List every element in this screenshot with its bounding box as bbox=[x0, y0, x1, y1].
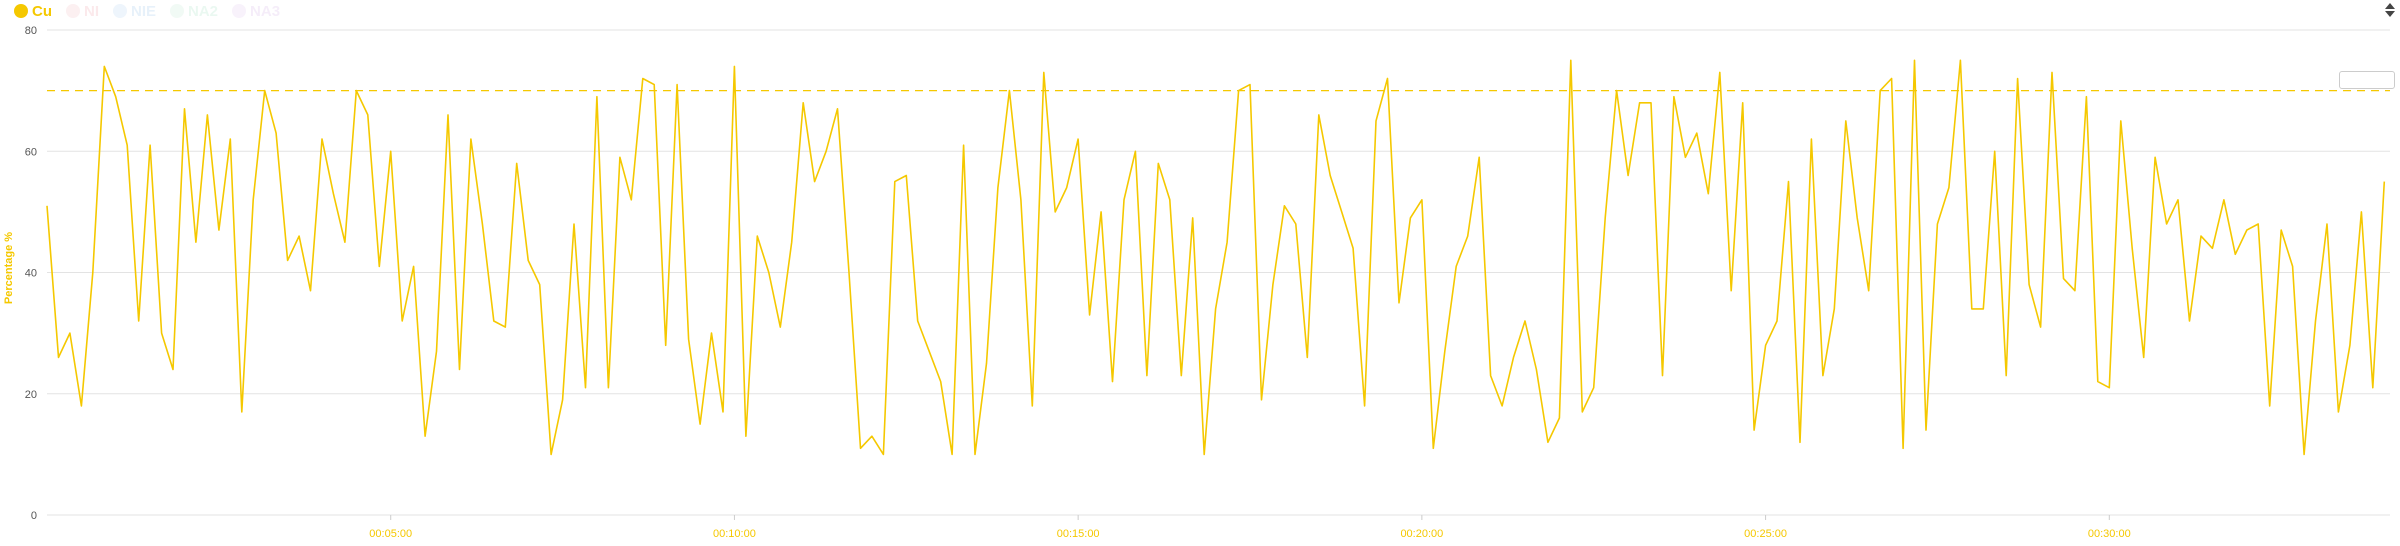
y-axis-ticks: 0 20 40 60 80 bbox=[25, 25, 37, 522]
series-line-cu bbox=[47, 60, 2384, 454]
x-tick-label: 00:20:00 bbox=[1400, 528, 1443, 540]
y-axis-label: Percentage % bbox=[3, 232, 15, 304]
x-axis-ticks: 00:05:00 00:10:00 00:15:00 00:20:00 00:25:00… bbox=[369, 515, 2130, 540]
y-tick-label: 0 bbox=[31, 510, 37, 522]
y-tick-label: 40 bbox=[25, 268, 37, 280]
y-tick-label: 80 bbox=[25, 25, 37, 37]
x-tick-label: 00:10:00 bbox=[713, 528, 756, 540]
x-tick-label: 00:25:00 bbox=[1744, 528, 1787, 540]
x-tick-label: 00:05:00 bbox=[369, 528, 412, 540]
y-tick-label: 20 bbox=[25, 389, 37, 401]
x-tick-label: 00:15:00 bbox=[1057, 528, 1100, 540]
x-tick-label: 00:30:00 bbox=[2088, 528, 2131, 540]
series-group bbox=[47, 60, 2384, 454]
y-tick-label: 60 bbox=[25, 146, 37, 158]
